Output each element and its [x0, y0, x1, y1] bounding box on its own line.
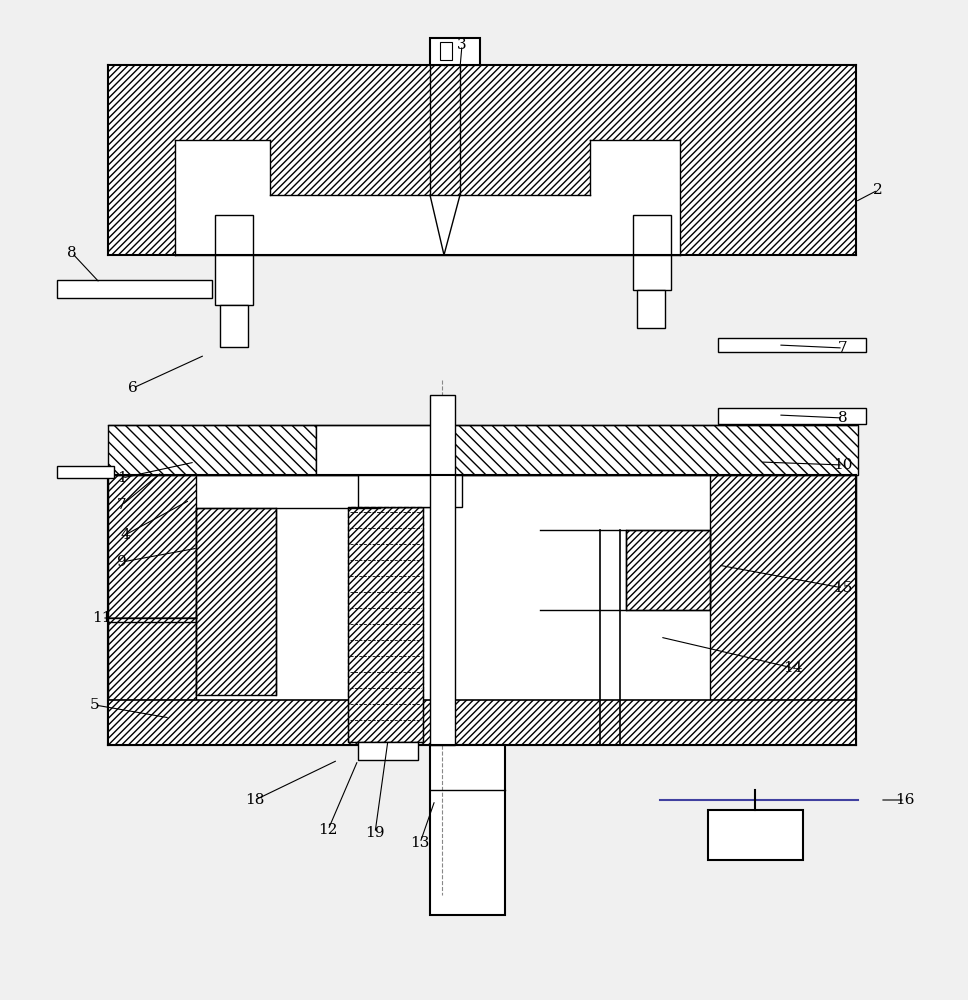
Bar: [430, 745, 505, 915]
Bar: [626, 530, 710, 610]
Bar: [175, 140, 270, 255]
Text: 1: 1: [117, 471, 127, 485]
Bar: [108, 65, 856, 255]
Bar: [220, 305, 248, 347]
Text: 11: 11: [92, 611, 111, 625]
Bar: [637, 290, 665, 328]
Bar: [440, 42, 452, 60]
Bar: [430, 395, 455, 745]
Bar: [215, 215, 253, 305]
Bar: [348, 507, 423, 742]
Text: 6: 6: [128, 381, 137, 395]
Bar: [358, 742, 418, 760]
Bar: [430, 38, 480, 65]
Bar: [108, 425, 316, 475]
Text: 12: 12: [318, 823, 338, 837]
Bar: [718, 408, 866, 424]
Text: 14: 14: [783, 661, 802, 675]
Text: 2: 2: [873, 183, 883, 197]
Bar: [316, 425, 450, 475]
Bar: [57, 466, 114, 478]
Text: 9: 9: [117, 555, 127, 569]
Bar: [370, 475, 450, 507]
Bar: [358, 475, 462, 507]
Text: 19: 19: [365, 826, 384, 840]
Bar: [718, 338, 866, 352]
Bar: [270, 195, 590, 255]
Text: 7: 7: [838, 341, 848, 355]
Text: 13: 13: [410, 836, 430, 850]
Bar: [633, 215, 671, 290]
Bar: [57, 280, 212, 298]
Text: 18: 18: [245, 793, 264, 807]
Bar: [196, 508, 276, 695]
Bar: [590, 140, 680, 255]
Bar: [450, 425, 858, 475]
Bar: [710, 475, 856, 700]
Text: 16: 16: [895, 793, 915, 807]
Bar: [708, 810, 803, 860]
Bar: [108, 700, 856, 745]
Text: 5: 5: [90, 698, 100, 712]
Text: 8: 8: [838, 411, 848, 425]
Bar: [108, 475, 856, 745]
Text: 10: 10: [833, 458, 853, 472]
Bar: [348, 507, 423, 742]
Text: 3: 3: [457, 38, 467, 52]
Text: 8: 8: [67, 246, 76, 260]
Text: 4: 4: [120, 528, 130, 542]
Text: 7: 7: [117, 498, 127, 512]
Bar: [108, 475, 196, 700]
Text: 15: 15: [833, 581, 853, 595]
